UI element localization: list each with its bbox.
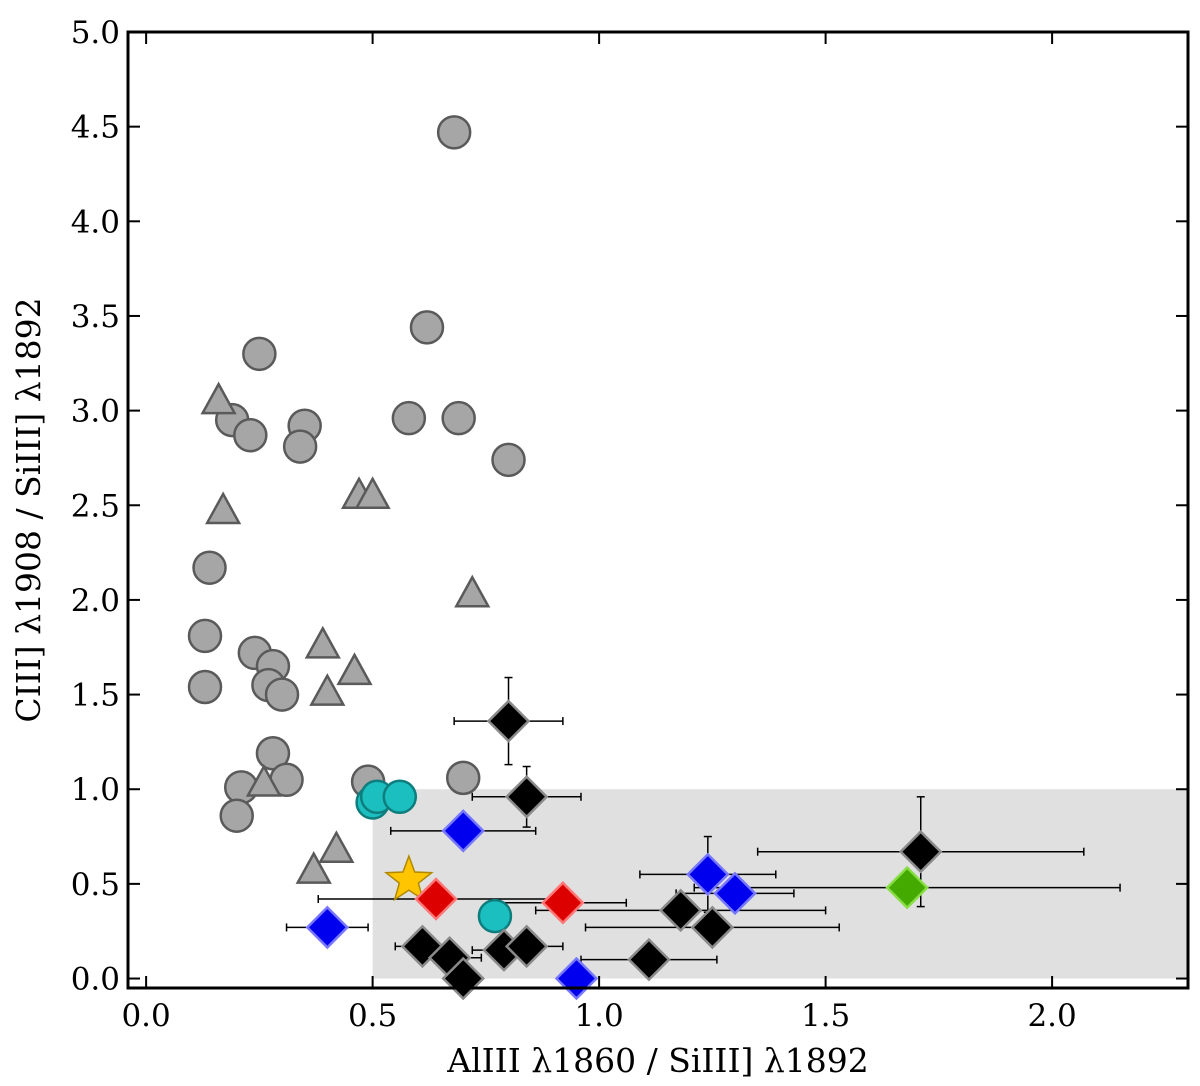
diamond-marker [504, 775, 549, 819]
triangle-marker [336, 652, 373, 686]
circle-marker [391, 400, 427, 436]
x-tick-label: 1.5 [801, 998, 850, 1034]
triangle-marker [318, 830, 355, 864]
diamond-marker [713, 871, 757, 916]
circle-marker [219, 798, 254, 833]
diamond-marker [441, 809, 485, 853]
x-axis-label: AlIII λ1860 / SiIII] λ1892 [446, 1041, 869, 1080]
circle-marker [192, 550, 227, 585]
y-tick-label: 3.0 [71, 394, 120, 430]
y-tick-label: 2.0 [71, 583, 120, 619]
circle-marker [233, 417, 268, 453]
diamond-marker [690, 905, 735, 950]
diamond-marker [541, 881, 585, 925]
triangle-marker [354, 476, 391, 510]
y-tick-label: 5.0 [71, 15, 120, 51]
y-tick-label: 0.0 [71, 962, 120, 998]
circle-marker [382, 779, 418, 815]
triangle-marker [295, 851, 332, 884]
triangle-marker [245, 763, 283, 797]
y-tick-label: 0.5 [71, 867, 120, 903]
circle-marker [242, 336, 277, 372]
diamond-marker [885, 865, 929, 910]
circle-marker [491, 442, 526, 478]
y-axis-label: CIII] λ1908 / SiIII] λ1892 [9, 297, 48, 722]
diamond-marker [627, 937, 671, 982]
circle-marker [282, 429, 318, 464]
diamond-marker [486, 699, 531, 743]
plot-frame [126, 30, 1190, 990]
y-tick-label: 3.5 [71, 299, 120, 335]
circle-marker [187, 618, 223, 654]
x-tick-label: 1.0 [574, 998, 623, 1034]
circle-marker [477, 898, 513, 934]
circle-marker [441, 400, 476, 436]
circle-marker [409, 310, 445, 345]
diamond-marker [414, 877, 458, 921]
diamond-marker [658, 888, 703, 933]
star-marker [383, 853, 434, 902]
circle-marker [436, 115, 472, 150]
y-tick-label: 1.0 [71, 772, 120, 808]
x-tick-label: 2.0 [1027, 998, 1076, 1034]
diamond-marker [686, 852, 730, 897]
triangle-marker [309, 673, 346, 706]
circle-marker [187, 669, 223, 705]
y-tick-label: 1.5 [71, 678, 120, 714]
triangle-marker [304, 625, 341, 659]
x-tick-label: 0.0 [121, 998, 170, 1034]
triangle-marker [200, 381, 237, 415]
y-tick-label: 4.0 [71, 204, 120, 240]
circle-marker [264, 677, 300, 712]
circle-marker [445, 760, 481, 796]
diamond-marker [305, 905, 350, 950]
triangle-marker [454, 574, 491, 608]
y-tick-label: 2.5 [71, 488, 120, 524]
triangle-marker [205, 491, 242, 525]
diamond-marker [898, 829, 943, 874]
x-tick-label: 0.5 [348, 998, 397, 1034]
tick-layer: 0.0 0.5 1.0 1.5 2.0 0.0 0.5 1.0 1.5 2.0 2.5 3.0 3.5 4… [71, 15, 1188, 1034]
y-tick-label: 4.5 [71, 110, 120, 146]
diamond-marker [504, 924, 549, 969]
